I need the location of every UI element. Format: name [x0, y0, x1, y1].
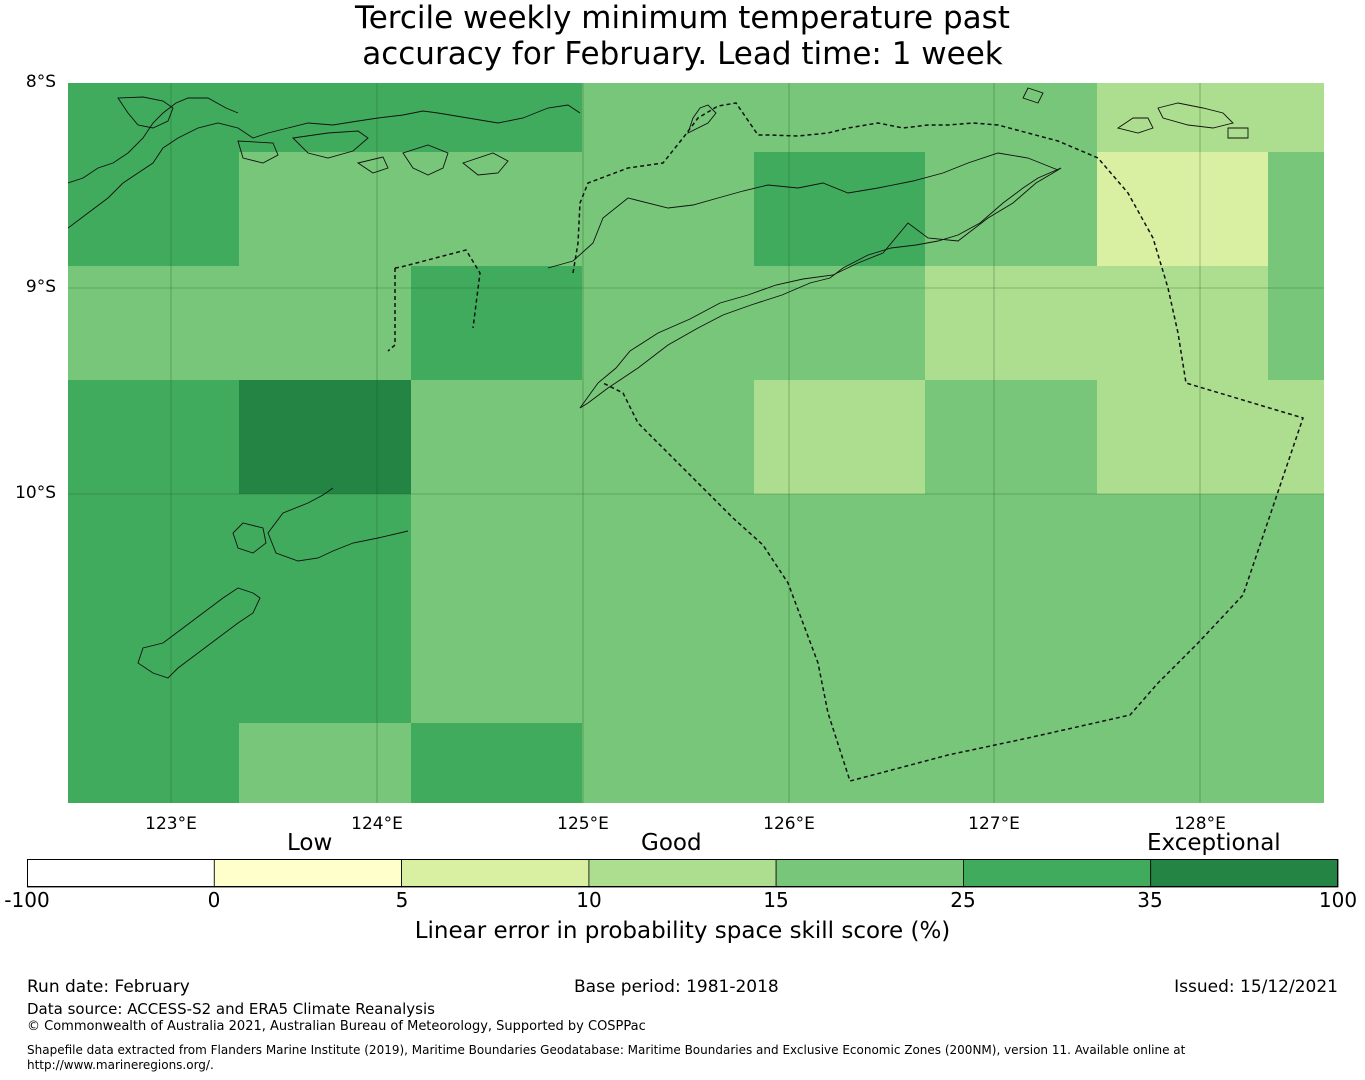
- skill-grid: [68, 83, 1324, 803]
- lon-label-123e: 123°E: [145, 814, 197, 834]
- skill-cell: [925, 494, 1097, 723]
- colorbar-tick: 0: [207, 888, 221, 912]
- skill-cell: [411, 266, 582, 380]
- skill-cell: [582, 152, 754, 266]
- colorbar-category-good: Good: [641, 830, 702, 856]
- lat-label-8s: 8°S: [25, 72, 56, 92]
- map-title-line2: accuracy for February. Lead time: 1 week: [362, 36, 1003, 72]
- lon-label-128e: 128°E: [1174, 814, 1226, 834]
- skill-cell: [239, 723, 411, 803]
- skill-cell: [754, 494, 925, 723]
- skill-cell: [582, 723, 754, 803]
- colorbar: [27, 859, 1339, 888]
- skill-cell: [754, 266, 925, 380]
- lat-label-9s: 9°S: [25, 277, 56, 297]
- skill-cell: [1097, 380, 1268, 494]
- colorbar-segment: [213, 859, 403, 888]
- skill-cell: [411, 494, 582, 723]
- colorbar-tick: 25: [950, 888, 976, 912]
- colorbar-category-exceptional: Exceptional: [1147, 830, 1281, 856]
- skill-cell: [1097, 83, 1324, 152]
- skill-cell: [239, 380, 411, 494]
- skill-cell: [68, 266, 239, 380]
- colorbar-tick: 35: [1137, 888, 1163, 912]
- skill-cell: [925, 83, 1097, 152]
- skill-cell: [925, 266, 1097, 380]
- shapefile-credit-line2: http://www.marineregions.org/.: [27, 1058, 214, 1072]
- skill-cell: [754, 380, 925, 494]
- colorbar-tick: -100: [4, 888, 50, 912]
- skill-cell: [411, 380, 582, 494]
- graticule: [68, 83, 1324, 803]
- colorbar-tick: 10: [576, 888, 602, 912]
- colorbar-segment: [27, 859, 215, 888]
- issued-date: Issued: 15/12/2021: [1174, 977, 1338, 997]
- skill-cell: [754, 152, 925, 266]
- shapefile-credit-line1: Shapefile data extracted from Flanders M…: [27, 1043, 1186, 1057]
- run-date: Run date: February: [27, 977, 190, 997]
- skill-cell: [925, 380, 1097, 494]
- skill-cell: [754, 723, 925, 803]
- colorbar-category-low: Low: [287, 830, 333, 856]
- skill-cell: [68, 152, 239, 266]
- skill-cell: [582, 380, 754, 494]
- colorbar-tick: 5: [395, 888, 409, 912]
- skill-cell: [68, 380, 239, 494]
- map-title-line1: Tercile weekly minimum temperature past: [355, 0, 1010, 36]
- skill-cell: [411, 723, 582, 803]
- colorbar-segment: [963, 859, 1152, 888]
- data-source: Data source: ACCESS-S2 and ERA5 Climate …: [27, 1000, 435, 1018]
- lon-label-125e: 125°E: [557, 814, 609, 834]
- skill-cell: [239, 152, 411, 266]
- skill-cell: [582, 266, 754, 380]
- skill-cell: [411, 83, 582, 152]
- skill-cell: [1268, 152, 1324, 266]
- lon-label-126e: 126°E: [763, 814, 815, 834]
- colorbar-segment: [588, 859, 777, 888]
- colorbar-tick: 100: [1318, 888, 1358, 912]
- maritime-boundaries: [387, 102, 1304, 782]
- skill-cell: [925, 152, 1097, 266]
- base-period: Base period: 1981-2018: [574, 977, 779, 997]
- colorbar-segment: [401, 859, 590, 888]
- skill-cell: [411, 152, 582, 266]
- skill-cell: [925, 723, 1097, 803]
- colorbar-label: Linear error in probability space skill …: [414, 918, 951, 944]
- skill-cell: [1097, 152, 1268, 266]
- skill-cell: [239, 494, 411, 723]
- copyright: © Commonwealth of Australia 2021, Austra…: [27, 1019, 646, 1034]
- skill-score-map: [68, 83, 1324, 803]
- skill-cell: [239, 266, 411, 380]
- skill-cell: [1268, 494, 1324, 723]
- lon-label-127e: 127°E: [968, 814, 1020, 834]
- coastlines: [68, 87, 1249, 679]
- lon-label-124e: 124°E: [351, 814, 403, 834]
- skill-cell: [1268, 266, 1324, 380]
- skill-cell: [1097, 494, 1268, 723]
- colorbar-segment: [775, 859, 964, 888]
- skill-cell: [1097, 723, 1268, 803]
- skill-cell: [68, 83, 239, 152]
- colorbar-segment: [1150, 859, 1339, 888]
- skill-cell: [1268, 723, 1324, 803]
- skill-cell: [68, 723, 239, 803]
- colorbar-tick: 15: [763, 888, 789, 912]
- skill-cell: [582, 83, 925, 152]
- lat-label-10s: 10°S: [15, 483, 56, 503]
- skill-cell: [582, 494, 754, 723]
- skill-cell: [68, 494, 239, 723]
- skill-cell: [1097, 266, 1268, 380]
